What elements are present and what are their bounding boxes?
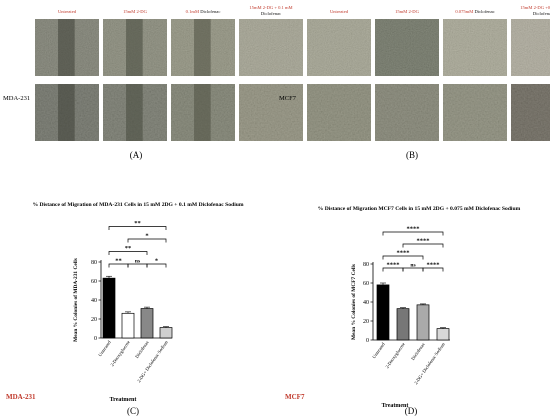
significance-bracket-4: ** [108,245,148,255]
panel_a-image-4-2 [239,84,303,141]
chart-title: % Distance of Migration MCF7 Cells in 15… [318,206,521,212]
y-tick-label: 20 [363,319,369,325]
significance-bracket-6: **** [382,226,444,236]
panel-d-label: (D) [405,406,418,416]
panel-d-cell-line-label: MCF7 [285,393,305,401]
significance-bracket-5: **** [402,238,444,248]
panel_a-image-3-2 [171,84,235,141]
panel_b-column-header-4-line-1: 15mM 2-DG +0.075mM [520,5,550,10]
significance-bracket-4: **** [382,250,424,260]
panel_a-column-header-2: 15mM 2-DG [123,9,148,14]
significance-label: * [155,258,158,265]
category-label-1: Untreated [371,341,386,359]
panel_a-image-1-2 [35,84,99,141]
panel_b-column-header-4-line-2: Diclofenac [533,11,550,16]
chart-1: % Distance of Migration of MDA-231 Cells… [32,202,243,403]
bar-3 [140,308,154,339]
significance-bracket-5: * [127,233,167,243]
panel_b-image-4-1 [511,19,550,76]
panel_b-column-header-2: 15mM 2-DG [395,9,420,14]
bar-3 [416,304,430,341]
category-label-1: Untreated [97,339,112,357]
bar-1 [102,277,116,339]
panel_a-image-4-1 [239,19,303,76]
significance-bracket-1: ** [108,258,129,268]
chart-title: % Distance of Migration of MDA-231 Cells… [32,202,243,208]
bar-2 [121,312,135,339]
y-tick-label: 0 [94,336,97,342]
significance-label: ns [135,259,140,265]
bar-4 [436,328,450,341]
y-tick-label: 40 [363,300,369,306]
panel_b-image-2-2 [375,84,439,141]
bar-2 [396,308,410,341]
panel_a-micrographs [35,19,303,141]
panel_b-image-1-2 [307,84,371,141]
panel_b-image-4-2 [511,84,550,141]
panel_a-image-2-1 [103,19,167,76]
y-tick-label: 40 [91,298,97,304]
significance-label: **** [407,226,420,233]
panel_b-image-2-1 [375,19,439,76]
significance-bracket-6: ** [108,220,167,230]
panel_b-micrographs [307,19,550,141]
y-tick-label: 60 [363,281,369,287]
panel_a-column-header-1: Untreated [58,9,77,14]
panel_a-column-header-4-line-1: 15mM 2-DG + 0.1 mM [249,5,292,10]
panel-a-cell-line-label: MDA-231 [3,95,30,102]
significance-label: **** [417,238,430,245]
significance-label: ** [115,258,122,265]
significance-label: ns [410,263,415,269]
panel-a-label: (A) [130,150,143,160]
significance-bracket-1: **** [382,262,404,272]
panel_a-image-2-2 [103,84,167,141]
significance-bracket-2: ns [402,263,424,272]
panel-b-label: (B) [406,150,418,160]
panel_b-image-1-1 [307,19,371,76]
significance-label: **** [397,250,410,257]
significance-bracket-3: **** [422,262,444,272]
y-axis-label: Mean % Colonies of MDA-231 Cells [73,258,79,342]
panel-b-cell-line-label: MCF7 [279,95,297,102]
significance-label: ** [134,220,141,227]
panel-c-cell-line-label: MDA-231 [6,393,36,401]
x-axis-label: Treatment [110,397,137,403]
panel_b-image-3-1 [443,19,507,76]
category-label-2: 2-Deoxyglucose [109,340,130,368]
y-tick-label: 80 [91,260,97,266]
panel-c-label: (C) [127,406,139,416]
y-tick-label: 60 [91,279,97,285]
category-label-3: Diclofenac [134,340,150,359]
bar-1 [376,284,390,341]
x-axis-label: Treatment [382,403,409,409]
panel_a-column-header-3: 0.1mM Diclofenac [186,9,221,14]
significance-label: * [145,233,148,240]
significance-label: **** [387,262,400,269]
panel_b-column-header-1: Untreated [330,9,349,14]
panel_b-column-header-3: 0.075mM Diclofenac [455,9,494,14]
panel_a-image-3-1 [171,19,235,76]
panel_a-column-header-4-line-2: Diclofenac [261,11,281,16]
bar-4 [159,327,173,339]
y-tick-label: 0 [366,338,369,344]
y-tick-label: 80 [363,262,369,268]
panel_b-image-3-2 [443,84,507,141]
category-label-2: 2-Deoxyglucose [384,342,405,370]
significance-bracket-2: ns [127,259,148,268]
significance-bracket-3: * [146,258,167,268]
category-label-3: Diclofenac [410,342,426,361]
significance-label: **** [427,262,440,269]
chart-2: % Distance of Migration MCF7 Cells in 15… [318,206,521,409]
panel_a-image-1-1 [35,19,99,76]
y-tick-label: 20 [91,317,97,323]
significance-label: ** [125,245,132,252]
y-axis-label: Mean % Colonies of MCF7 Cells [351,264,357,340]
